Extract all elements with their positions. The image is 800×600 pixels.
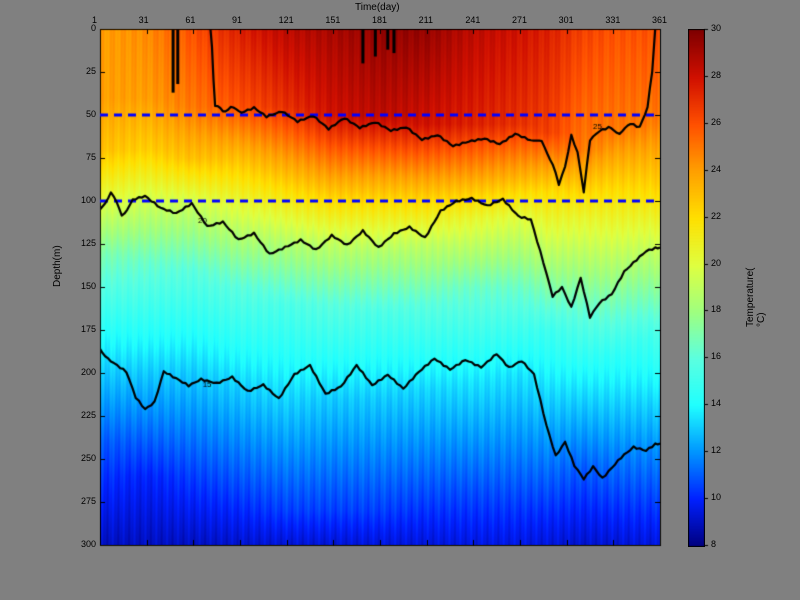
colorbar-tick: 8 bbox=[711, 539, 716, 549]
x-tick: 241 bbox=[465, 15, 480, 25]
y-tick: 275 bbox=[81, 496, 96, 506]
x-tick: 301 bbox=[559, 15, 574, 25]
colorbar-tick: 24 bbox=[711, 164, 721, 174]
colorbar-tick: 16 bbox=[711, 351, 721, 361]
y-tick: 100 bbox=[81, 195, 96, 205]
x-tick: 211 bbox=[419, 15, 433, 25]
y-tick: 0 bbox=[91, 23, 96, 33]
x-tick: 91 bbox=[232, 15, 242, 25]
colorbar-tick: 26 bbox=[711, 117, 721, 127]
colorbar-tick: 18 bbox=[711, 304, 721, 314]
y-tick: 300 bbox=[81, 539, 96, 549]
x-tick: 271 bbox=[512, 15, 527, 25]
x-tick: 31 bbox=[139, 15, 149, 25]
x-tick: 151 bbox=[325, 15, 340, 25]
colorbar-tick: 14 bbox=[711, 398, 721, 408]
x-axis-label: Time(day) bbox=[355, 2, 400, 13]
colorbar-label: Temperature( °C) bbox=[745, 268, 767, 327]
x-tick: 61 bbox=[185, 15, 195, 25]
overlay-canvas bbox=[0, 0, 800, 600]
y-axis-label: Depth(m) bbox=[52, 245, 63, 287]
y-tick: 50 bbox=[86, 109, 96, 119]
x-tick: 181 bbox=[372, 15, 387, 25]
y-tick: 25 bbox=[86, 66, 96, 76]
colorbar-tick: 20 bbox=[711, 258, 721, 268]
colorbar-tick: 28 bbox=[711, 70, 721, 80]
colorbar-tick: 10 bbox=[711, 492, 721, 502]
y-tick: 200 bbox=[81, 367, 96, 377]
colorbar-tick: 12 bbox=[711, 445, 721, 455]
colorbar-canvas bbox=[688, 29, 705, 547]
colorbar-tick: 22 bbox=[711, 211, 721, 221]
y-tick: 75 bbox=[86, 152, 96, 162]
x-tick: 331 bbox=[605, 15, 620, 25]
y-tick: 250 bbox=[81, 453, 96, 463]
y-tick: 125 bbox=[81, 238, 96, 248]
chart-container: Time(day) Depth(m) Temperature( °C) 1316… bbox=[0, 0, 800, 600]
x-tick: 361 bbox=[652, 15, 667, 25]
y-tick: 225 bbox=[81, 410, 96, 420]
y-tick: 175 bbox=[81, 324, 96, 334]
colorbar-tick: 30 bbox=[711, 23, 721, 33]
x-tick: 121 bbox=[279, 15, 294, 25]
y-tick: 150 bbox=[81, 281, 96, 291]
